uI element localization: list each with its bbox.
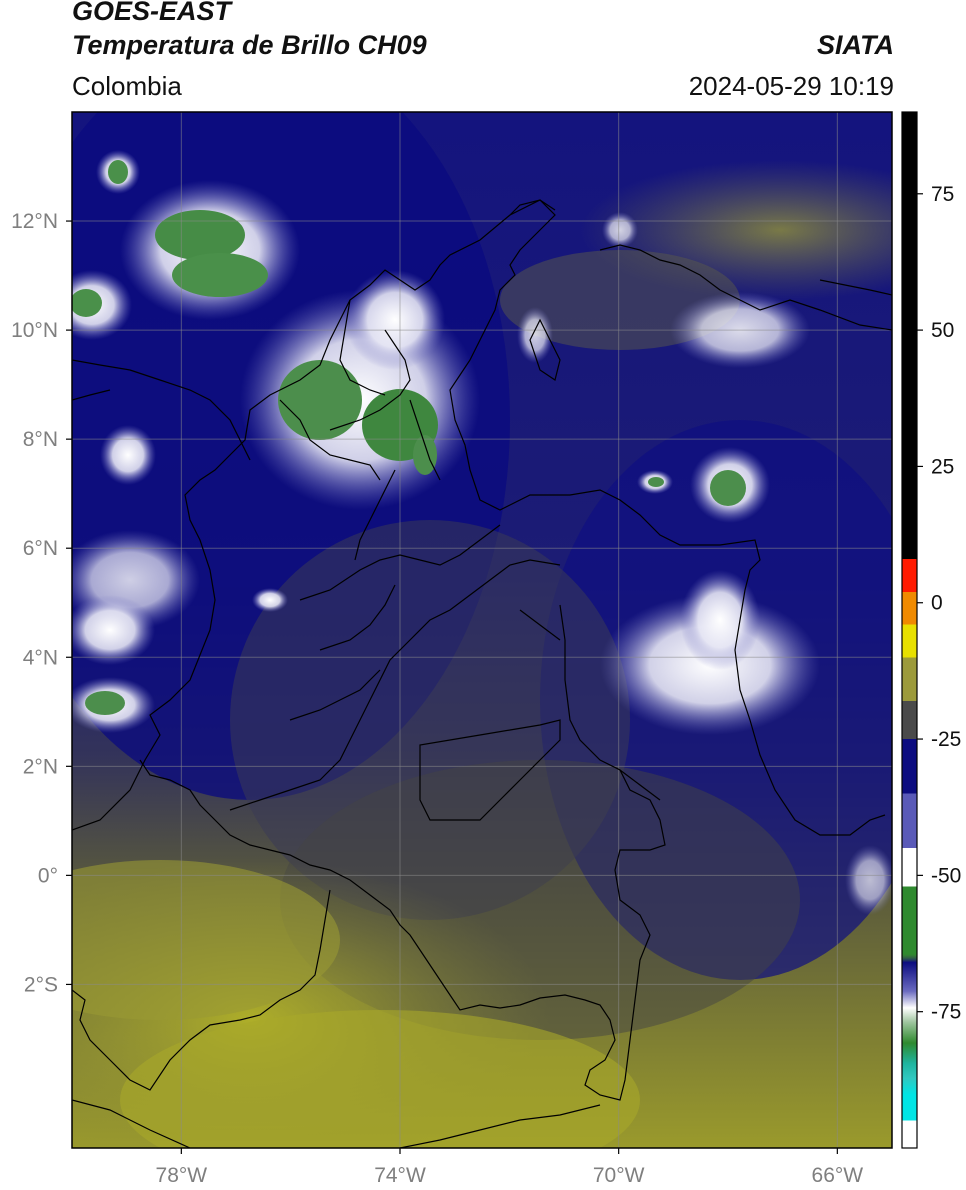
region-label: Colombia (72, 71, 182, 101)
colorbar-frame (901, 111, 918, 1149)
colorbar-tick-label: 25 (931, 455, 954, 478)
product-title: Temperatura de Brillo CH09 (72, 30, 427, 60)
lon-tick-label: 70°W (593, 1164, 645, 1187)
lat-tick-label: 12°N (11, 210, 58, 233)
lon-tick-label: 74°W (374, 1164, 426, 1187)
satellite-title: GOES-EAST (72, 0, 232, 26)
timestamp-label: 2024-05-29 10:19 (688, 71, 894, 101)
country-borders (72, 199, 892, 1148)
gridlines (72, 112, 892, 1148)
lat-tick-label: 8°N (23, 428, 58, 451)
colorbar-tick-label: 0 (931, 592, 943, 615)
colorbar: 75 50 25 0 -25 -50 -75 (901, 111, 961, 1149)
colorbar-tick-label: -75 (931, 1001, 961, 1024)
map-frame (71, 111, 893, 1149)
colorbar-blend (902, 722, 917, 1116)
lat-tick-label: 2°N (23, 755, 58, 778)
colorbar-tick-label: 75 (931, 183, 954, 206)
lon-tick-label: 78°W (156, 1164, 208, 1187)
lat-tick-label: 6°N (23, 537, 58, 560)
latitude-axis: 12°N 10°N 8°N 6°N 4°N 2°N 0° 2°S (11, 210, 72, 996)
colorbar-tick-label: -25 (931, 728, 961, 751)
map-image (72, 112, 892, 1148)
longitude-axis: 78°W 74°W 70°W 66°W (156, 1148, 864, 1187)
brand-label: SIATA (817, 30, 894, 60)
lat-tick-label: 4°N (23, 646, 58, 669)
colorbar-tick-label: 50 (931, 319, 954, 342)
colorbar-tick-label: -50 (931, 864, 961, 887)
lat-tick-label: 10°N (11, 319, 58, 342)
lat-tick-label: 0° (38, 864, 58, 887)
lat-tick-label: 2°S (24, 973, 58, 996)
lon-tick-label: 66°W (812, 1164, 864, 1187)
